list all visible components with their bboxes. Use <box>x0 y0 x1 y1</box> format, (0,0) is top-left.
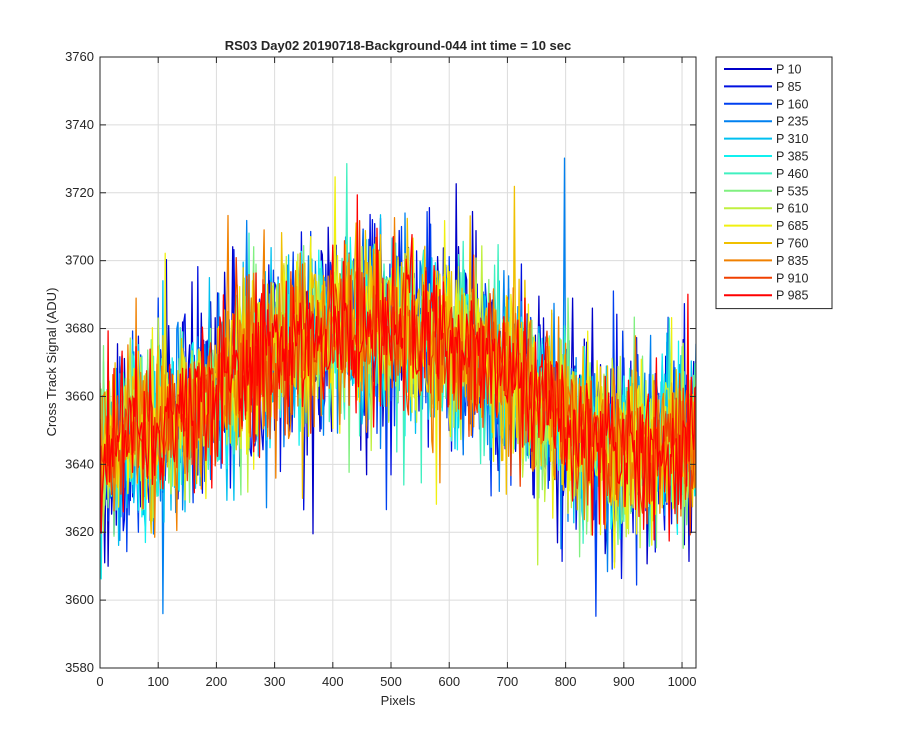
legend-label: P 835 <box>776 254 808 268</box>
legend-label: P 910 <box>776 271 808 285</box>
y-axis-ticks: 3580 3600 3620 3640 3660 3680 3700 3720 3740 3760 <box>65 49 696 675</box>
x-tick-label: 700 <box>497 674 519 689</box>
y-tick-label: 3760 <box>65 49 94 64</box>
y-tick-label: 3640 <box>65 456 94 471</box>
x-axis-label: Pixels <box>381 693 416 708</box>
y-tick-label: 3660 <box>65 388 94 403</box>
legend-label: P 610 <box>776 202 808 216</box>
y-tick-label: 3620 <box>65 524 94 539</box>
x-tick-label: 500 <box>380 674 402 689</box>
y-axis-label: Cross Track Signal (ADU) <box>44 288 59 437</box>
legend-label: P 235 <box>776 115 808 129</box>
x-axis-ticks: 0 100 200 300 400 500 600 700 800 900 1000 <box>96 57 696 689</box>
x-tick-label: 800 <box>555 674 577 689</box>
chart-title: RS03 Day02 20190718-Background-044 int t… <box>225 38 572 53</box>
legend-label: P 10 <box>776 63 802 77</box>
legend-label: P 685 <box>776 219 808 233</box>
x-tick-label: 200 <box>206 674 228 689</box>
legend-label: P 85 <box>776 80 802 94</box>
x-tick-label: 900 <box>613 674 635 689</box>
legend-label: P 385 <box>776 150 808 164</box>
x-tick-label: 600 <box>438 674 460 689</box>
x-tick-label: 0 <box>96 674 103 689</box>
legend-label: P 310 <box>776 132 808 146</box>
legend-label: P 760 <box>776 237 808 251</box>
x-tick-label: 1000 <box>668 674 697 689</box>
y-tick-label: 3580 <box>65 660 94 675</box>
y-tick-label: 3700 <box>65 253 94 268</box>
legend-label: P 535 <box>776 184 808 198</box>
series-group <box>100 157 696 617</box>
x-tick-label: 100 <box>147 674 169 689</box>
x-tick-label: 400 <box>322 674 344 689</box>
series-line-p-985 <box>100 194 696 542</box>
legend-box <box>715 56 833 310</box>
legend-label: P 160 <box>776 97 808 111</box>
axes-box <box>99 56 697 669</box>
y-tick-label: 3680 <box>65 321 94 336</box>
y-tick-label: 3600 <box>65 592 94 607</box>
x-tick-label: 300 <box>264 674 286 689</box>
legend-label: P 460 <box>776 167 808 181</box>
legend: P 10 P 85 P 160 P 235 P 310 P 385 P 460 P 535 P … <box>715 56 833 310</box>
y-tick-label: 3720 <box>65 185 94 200</box>
y-tick-label: 3740 <box>65 117 94 132</box>
legend-label: P 985 <box>776 289 808 303</box>
